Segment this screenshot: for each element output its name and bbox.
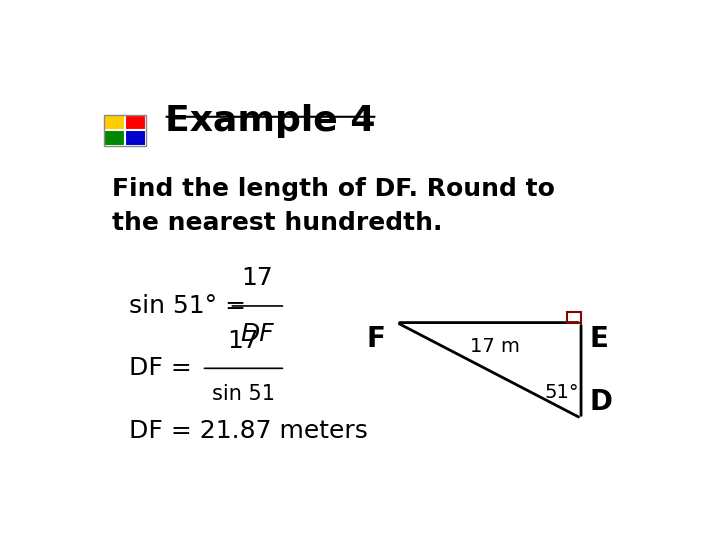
Text: 51°: 51° — [545, 383, 580, 402]
FancyBboxPatch shape — [104, 114, 125, 130]
Text: 17: 17 — [241, 266, 274, 290]
Text: DF =: DF = — [129, 356, 200, 380]
FancyBboxPatch shape — [104, 130, 125, 146]
Bar — [567, 312, 581, 322]
Text: 17: 17 — [228, 328, 259, 353]
Text: DF: DF — [240, 322, 274, 346]
Text: Example 4: Example 4 — [166, 104, 376, 138]
Text: E: E — [590, 325, 608, 353]
Text: Find the length of DF. Round to
the nearest hundredth.: Find the length of DF. Round to the near… — [112, 177, 555, 234]
FancyBboxPatch shape — [125, 130, 145, 146]
Text: 17 m: 17 m — [469, 337, 520, 356]
Text: sin 51° =: sin 51° = — [129, 294, 254, 318]
FancyBboxPatch shape — [125, 114, 145, 130]
Text: F: F — [367, 325, 386, 353]
Text: sin 51: sin 51 — [212, 384, 275, 404]
Text: D: D — [590, 388, 613, 416]
Text: DF = 21.87 meters: DF = 21.87 meters — [129, 418, 368, 443]
